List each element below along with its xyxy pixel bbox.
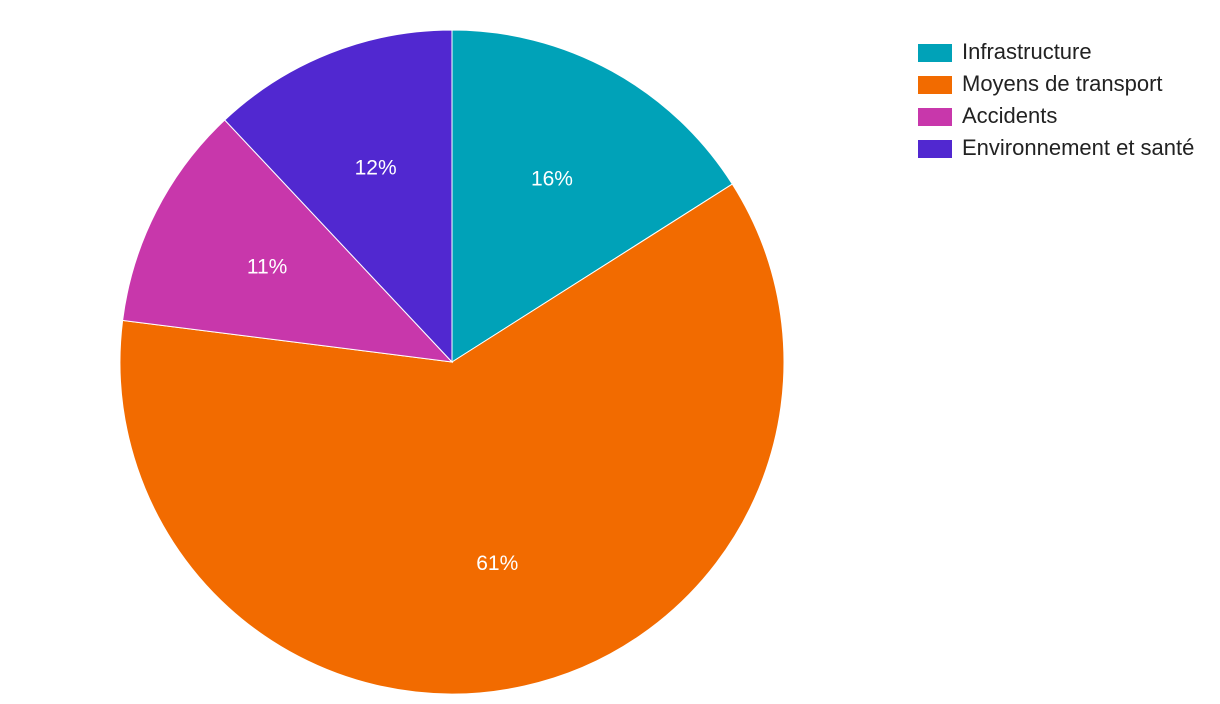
slice-label: 61% [476,552,518,575]
pie-slice [119,183,785,695]
legend-label: Environnement et santé [962,135,1194,160]
legend-label: Moyens de transport [962,71,1163,96]
legend-swatch [918,108,952,126]
pie-slice [224,29,453,364]
legend-swatch [918,76,952,94]
slice-label: 16% [531,168,573,191]
pie-slice [122,119,454,363]
legend-swatch [918,140,952,158]
legend-label: Accidents [962,103,1057,128]
slice-label: 12% [355,157,397,180]
legend-label: Infrastructure [962,39,1092,64]
pie-slice [451,29,734,363]
slice-label: 11% [247,255,287,278]
legend-swatch [918,44,952,62]
